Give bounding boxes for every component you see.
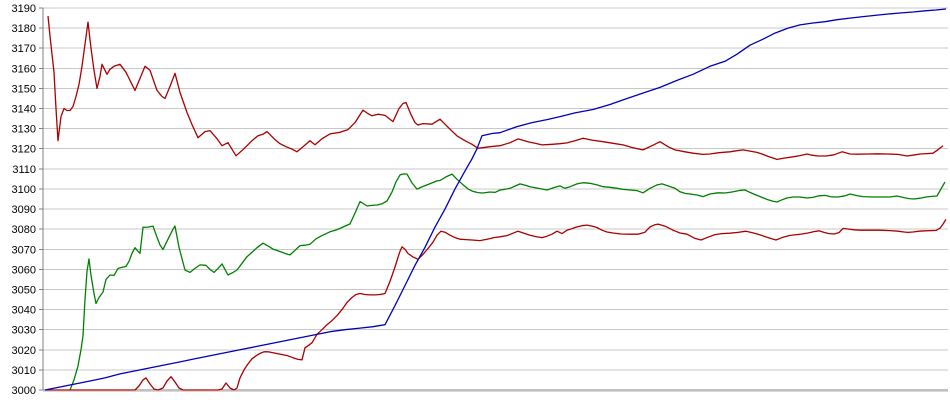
y-axis-tick-labels: 3190 3180 3170 3160 3150 3140 3130 3120 3110 3100… [12, 3, 36, 397]
y-axis-tick-label: 3050 [12, 284, 36, 296]
y-axis-tick-label: 3130 [12, 124, 36, 136]
y-axis-tick-label: 3100 [12, 184, 36, 196]
y-axis-tick-label: 3150 [12, 83, 36, 95]
y-axis-tick-label: 3060 [12, 264, 36, 276]
y-axis-tick-label: 3020 [12, 345, 36, 357]
chart-series [44, 8, 947, 391]
y-axis-tick-label: 3070 [12, 244, 36, 256]
y-axis-tick-label: 3120 [12, 144, 36, 156]
y-axis-tick-label: 3170 [12, 43, 36, 55]
y-axis-tick-label: 3010 [12, 365, 36, 377]
gridlines [43, 7, 948, 391]
series-line-red-upper [47, 15, 944, 161]
y-axis-tick-label: 3110 [12, 164, 36, 176]
y-axis-tick-label: 3090 [12, 204, 36, 216]
y-axis-tick-label: 3140 [12, 104, 36, 116]
series-line-blue [44, 8, 947, 391]
y-axis-tick-label: 3180 [12, 23, 36, 35]
y-axis-tick-label: 3160 [12, 63, 36, 75]
y-axis-tick-label: 3040 [12, 305, 36, 317]
series-line-green [69, 173, 946, 391]
y-axis-tick-label: 3000 [12, 385, 36, 397]
y-axis-tick-label: 3080 [12, 224, 36, 236]
y-axis-tick-label: 3190 [12, 3, 36, 15]
series-line-red-lower [45, 218, 947, 391]
y-axis-tick-label: 3030 [12, 325, 36, 337]
axis-border [39, 7, 948, 392]
